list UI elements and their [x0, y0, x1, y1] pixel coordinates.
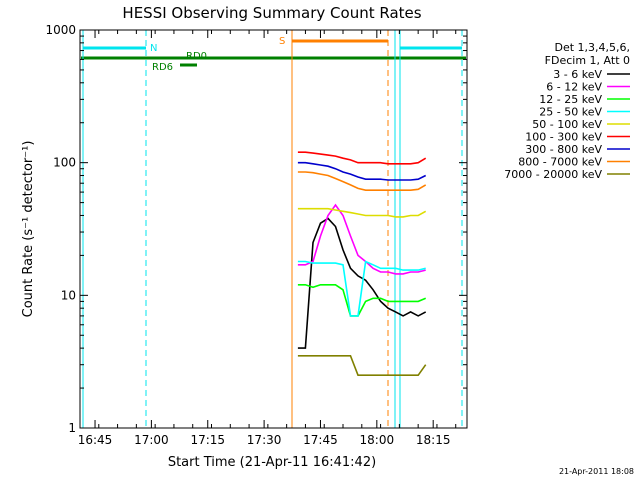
series-line-6	[297, 161, 427, 181]
x-tick-label: 16:45	[78, 433, 113, 447]
rd0-label: RD0	[186, 51, 207, 62]
legend-header-line-1: Det 1,3,4,5,6,	[554, 41, 630, 54]
legend-header-line-2: FDecim 1, Att 0	[545, 54, 630, 67]
x-axis-label: Start Time (21-Apr-11 16:41:42)	[168, 455, 376, 470]
y-tick-label: 1	[68, 421, 76, 435]
series-line-3	[297, 260, 426, 317]
plot-frame	[79, 29, 468, 429]
rd6-label: RD6	[152, 62, 173, 73]
series-line-1	[297, 203, 426, 275]
x-tick-label: 17:45	[303, 433, 338, 447]
attenuator-label: S	[279, 36, 285, 47]
legend-entry-label: 300 - 800 keV	[525, 143, 602, 156]
series-line-5	[297, 151, 427, 165]
event-markers	[82, 30, 463, 428]
saa-flag-bars	[81, 39, 466, 67]
y-axis: 1 10 100 1000	[45, 23, 467, 435]
x-tick-label: 17:15	[190, 433, 225, 447]
legend-entry-label: 100 - 300 keV	[525, 131, 602, 144]
y-axis-label: Count Rate (s⁻¹ detector⁻¹)	[21, 141, 36, 318]
footer-timestamp: 21-Apr-2011 18:08	[559, 467, 634, 476]
series-line-4	[297, 207, 427, 218]
legend-entry-label: 800 - 7000 keV	[518, 156, 602, 169]
saa-label: N	[150, 43, 157, 54]
series-line-7	[297, 171, 427, 191]
series-line-0	[297, 217, 427, 349]
x-tick-label: 17:00	[134, 433, 169, 447]
x-tick-label: 18:00	[360, 433, 395, 447]
legend-entry-label: 12 - 25 keV	[539, 93, 602, 106]
legend-entry-label: 7000 - 20000 keV	[504, 168, 602, 181]
legend-entry-label: 25 - 50 keV	[539, 106, 602, 119]
x-axis: 16:45 17:00 17:15 17:30 17:45 18:00 18:15	[78, 30, 457, 447]
y-tick-label: 100	[53, 156, 76, 170]
x-tick-label: 18:15	[416, 433, 451, 447]
series-line-8	[297, 354, 427, 377]
x-tick-label: 17:30	[247, 433, 282, 447]
y-tick-label: 10	[61, 288, 76, 302]
series-layer	[297, 151, 427, 377]
legend-entry-label: 6 - 12 keV	[546, 81, 602, 94]
y-tick-label: 1000	[45, 23, 76, 37]
series-line-2	[297, 283, 427, 317]
legend-entry-label: 3 - 6 keV	[553, 68, 602, 81]
legend-entry-label: 50 - 100 keV	[532, 118, 602, 131]
legend: Det 1,3,4,5,6, FDecim 1, Att 0 3 - 6 keV…	[504, 41, 630, 181]
chart-title: HESSI Observing Summary Count Rates	[122, 4, 421, 22]
